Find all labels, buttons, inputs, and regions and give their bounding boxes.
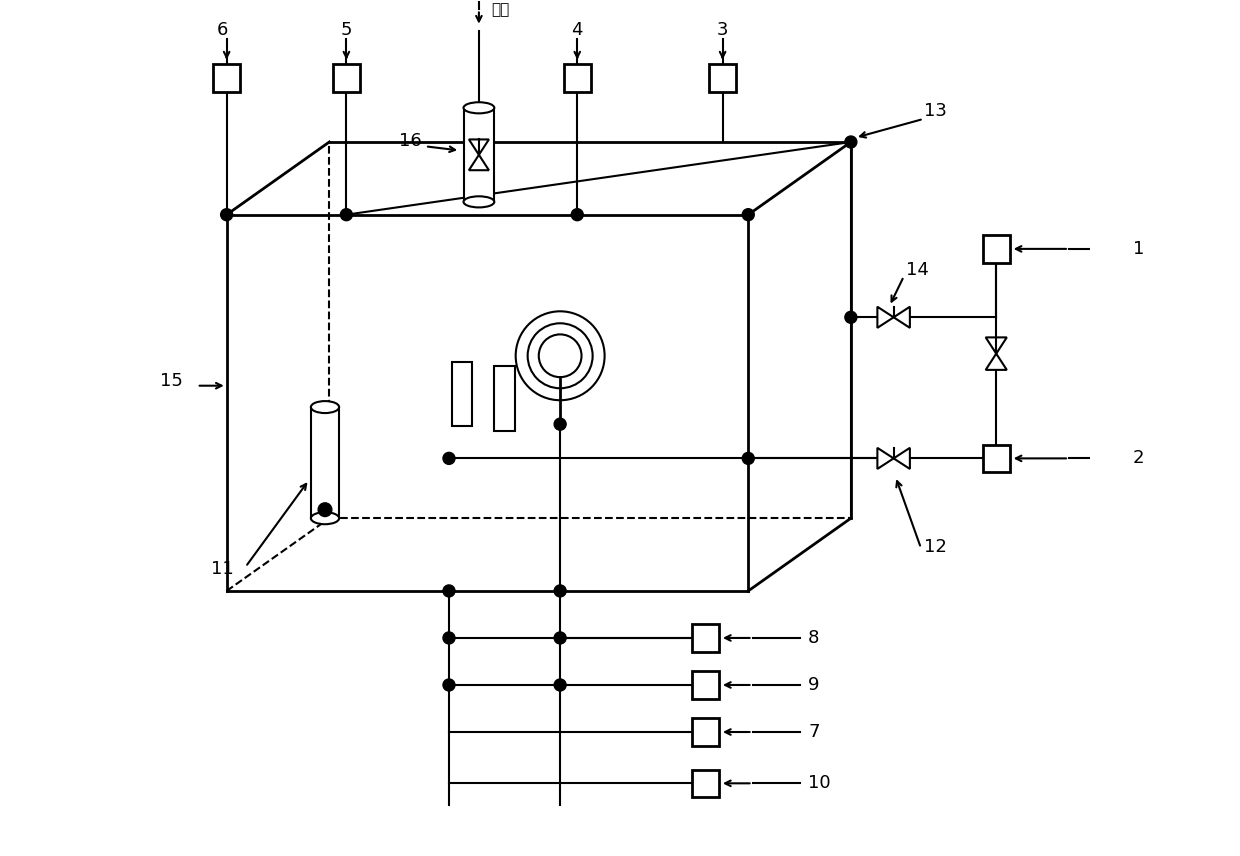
Circle shape (554, 419, 567, 431)
Bar (311, 407, 339, 518)
Circle shape (554, 679, 567, 691)
Text: 4: 4 (572, 21, 583, 39)
Text: 16: 16 (399, 133, 422, 151)
Text: 14: 14 (906, 260, 929, 278)
Bar (692, 624, 719, 651)
Text: 7: 7 (808, 723, 820, 741)
Ellipse shape (464, 196, 495, 207)
Circle shape (443, 453, 455, 464)
Polygon shape (986, 354, 1007, 370)
Polygon shape (451, 362, 472, 426)
Circle shape (554, 632, 567, 644)
Bar (332, 64, 360, 92)
Text: 10: 10 (808, 775, 831, 793)
Circle shape (319, 502, 332, 516)
Circle shape (844, 136, 857, 148)
Circle shape (443, 632, 455, 644)
Bar (709, 64, 737, 92)
Text: 气体: 气体 (492, 2, 510, 17)
Circle shape (443, 679, 455, 691)
Ellipse shape (464, 102, 495, 113)
Bar (464, 108, 495, 202)
Circle shape (221, 209, 233, 221)
Polygon shape (894, 306, 910, 328)
Circle shape (554, 585, 567, 597)
Polygon shape (469, 155, 489, 170)
Circle shape (743, 209, 754, 221)
Circle shape (443, 585, 455, 597)
Circle shape (572, 209, 583, 221)
Text: 13: 13 (924, 103, 946, 121)
Polygon shape (495, 366, 515, 431)
Text: 11: 11 (211, 560, 234, 578)
Polygon shape (878, 448, 894, 469)
Ellipse shape (311, 512, 339, 524)
Text: 12: 12 (924, 538, 946, 556)
Text: 9: 9 (808, 676, 820, 694)
Bar (692, 770, 719, 797)
Text: 2: 2 (1133, 449, 1145, 467)
Text: 15: 15 (160, 372, 182, 389)
Text: 5: 5 (341, 21, 352, 39)
Text: 3: 3 (717, 21, 728, 39)
Bar (982, 235, 1009, 263)
Polygon shape (986, 337, 1007, 354)
Bar (213, 64, 241, 92)
Bar (692, 718, 719, 746)
Text: 1: 1 (1133, 240, 1145, 258)
Circle shape (341, 209, 352, 221)
Circle shape (844, 312, 857, 324)
Bar (692, 671, 719, 698)
Bar (982, 445, 1009, 472)
Polygon shape (469, 140, 489, 155)
Ellipse shape (311, 401, 339, 413)
Text: 8: 8 (808, 629, 820, 647)
Text: 6: 6 (217, 21, 228, 39)
Polygon shape (894, 448, 910, 469)
Bar (563, 64, 591, 92)
Polygon shape (878, 306, 894, 328)
Circle shape (743, 453, 754, 464)
